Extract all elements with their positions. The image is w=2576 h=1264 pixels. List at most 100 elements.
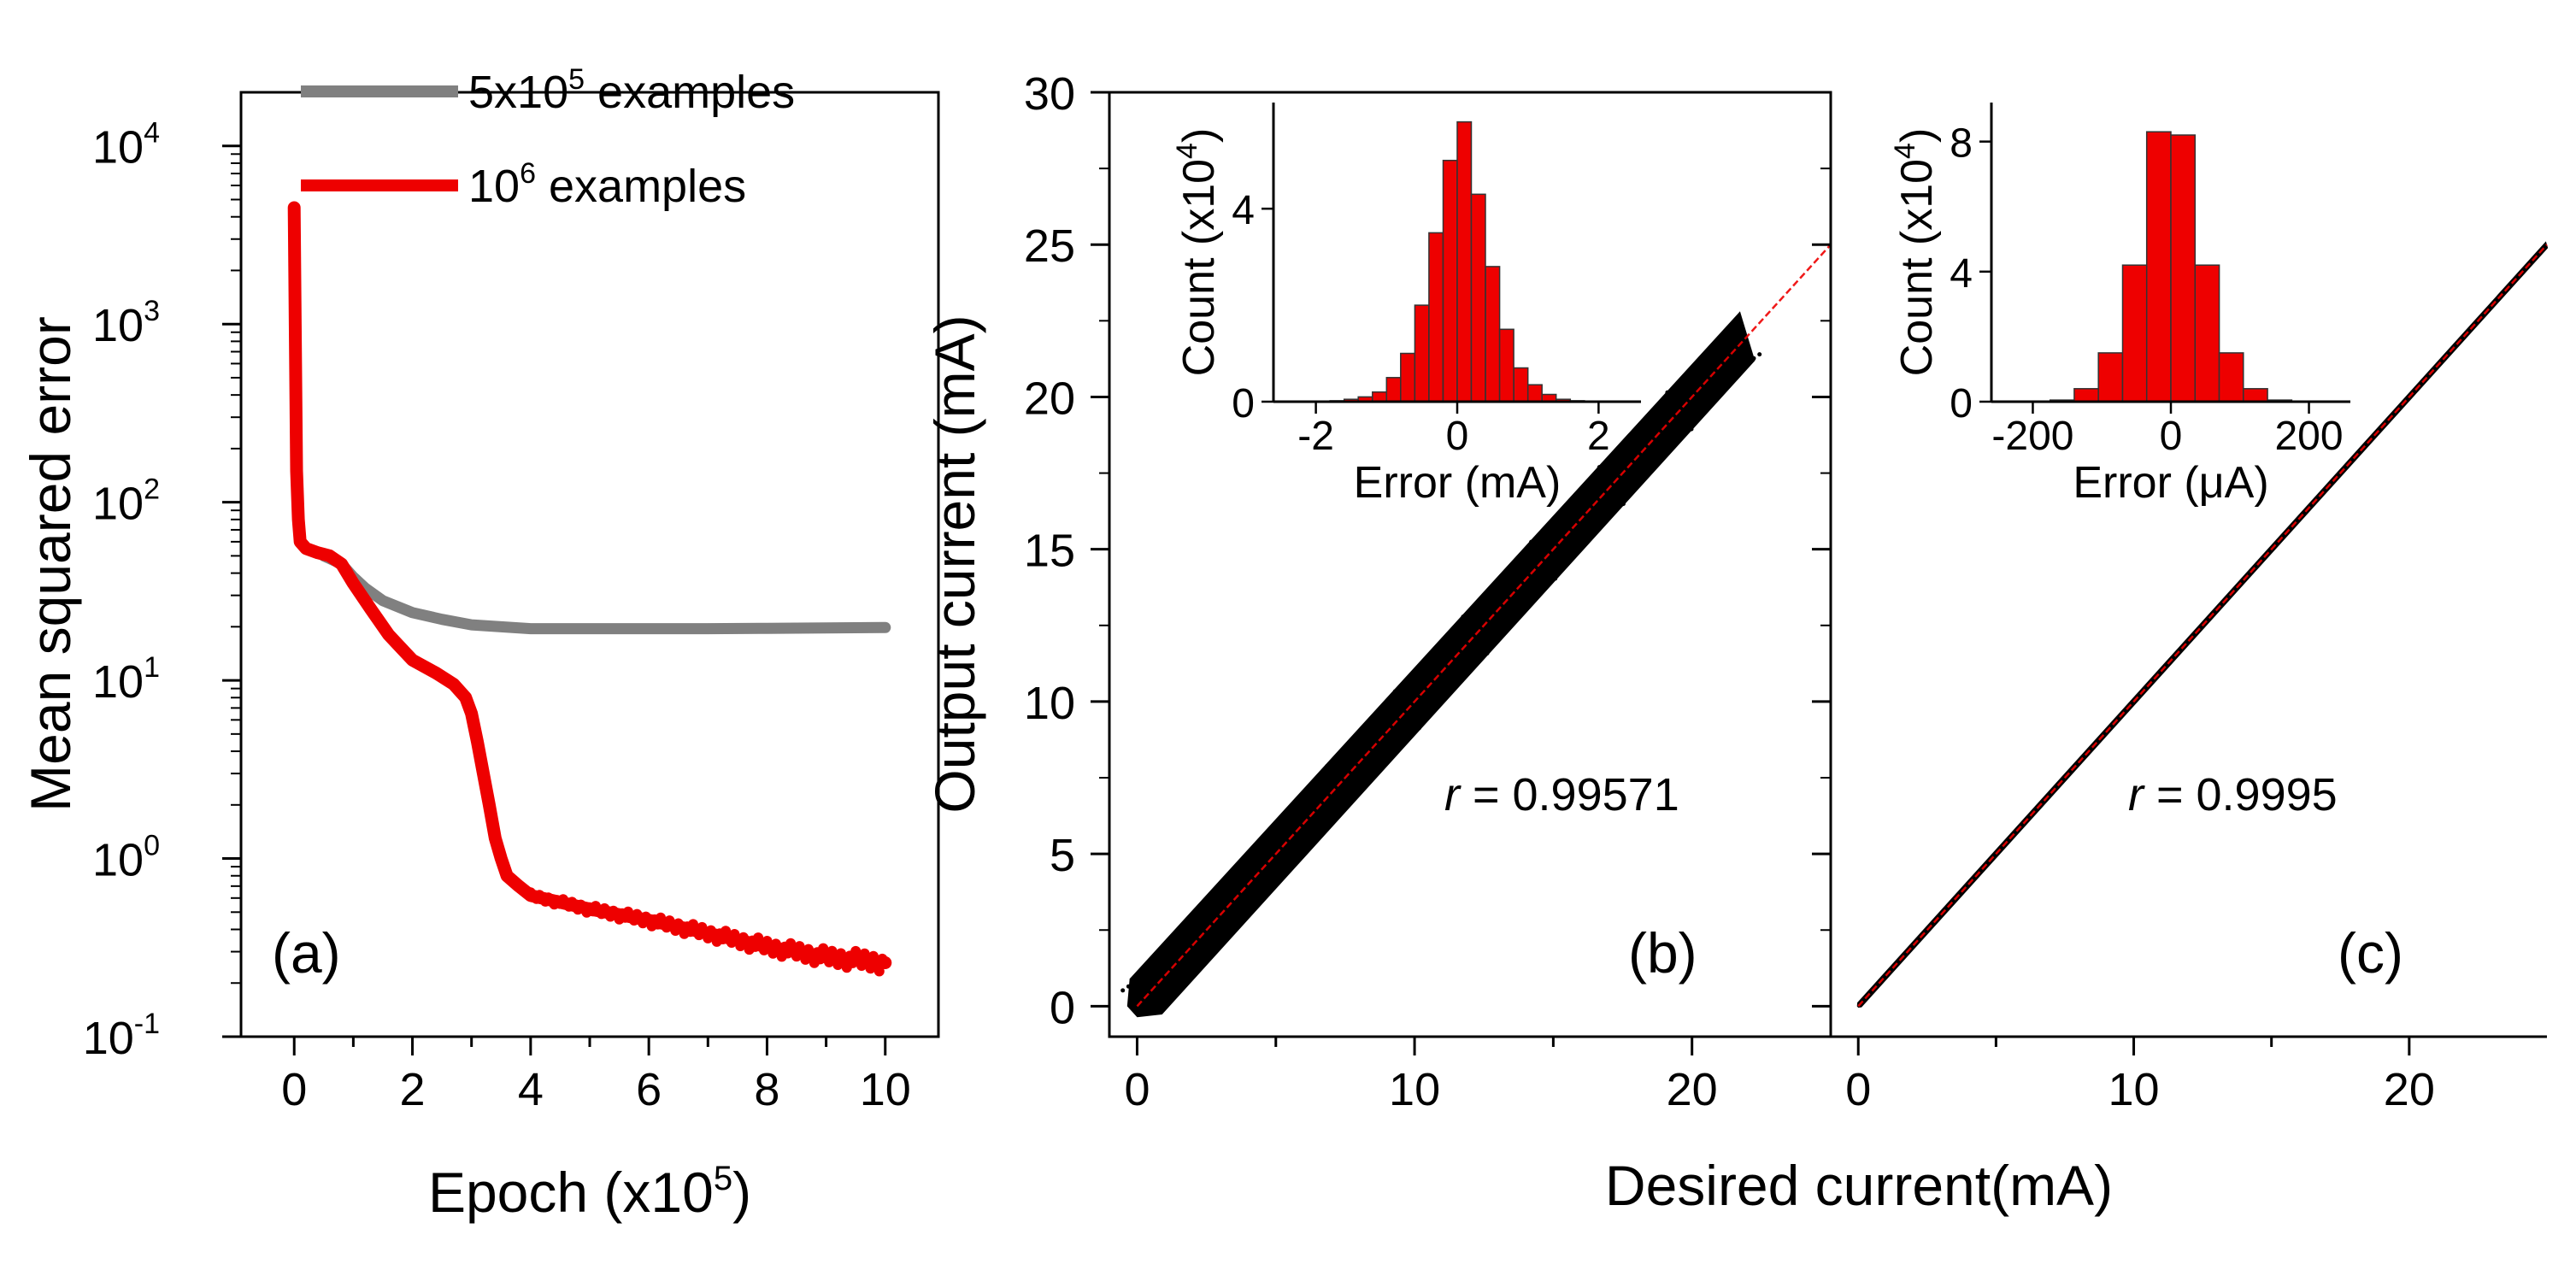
b-scatter-point — [1728, 345, 1732, 350]
b-scatter-point — [1285, 844, 1291, 850]
b-scatter-point — [1256, 838, 1262, 844]
b-scatter-point — [1553, 576, 1558, 581]
b-scatter-point — [1467, 663, 1473, 668]
panel-c-label: (c) — [2338, 921, 2403, 985]
b-scatter-point — [1280, 875, 1285, 880]
b-scatter-point — [1598, 517, 1603, 522]
b-inset-bar — [1385, 377, 1402, 403]
b-scatter-point — [1563, 542, 1568, 547]
panel-c-x-ticks: 0 10 20 — [1845, 1037, 2435, 1115]
b-scatter-point — [1524, 597, 1529, 602]
panel-b-y-axis-title: Output current (mA) — [923, 315, 986, 813]
c-inset-bar — [2218, 352, 2244, 403]
b-scatter-point — [1263, 887, 1268, 892]
b-scatter-point — [1575, 533, 1580, 538]
b-scatter-point — [1291, 841, 1297, 846]
b-scatter-point — [1405, 733, 1410, 738]
b-scatter-point — [1547, 580, 1552, 585]
panel-b-fit-line — [1136, 244, 1832, 1008]
b-inset-x-axis-title: Error (mA) — [1354, 458, 1561, 508]
b-scatter-point — [1518, 573, 1523, 579]
b-scatter-point — [1330, 760, 1335, 765]
legend-label-5e5: 5x105 examples — [468, 63, 795, 118]
b-scatter-point — [1631, 440, 1636, 445]
b-scatter-point — [1218, 920, 1222, 925]
b-scatter-point — [1161, 986, 1166, 991]
panel-a-x-axis-title: Epoch (x105) — [428, 1160, 751, 1224]
b-scatter-point — [1360, 766, 1364, 771]
b-scatter-point — [1201, 958, 1206, 963]
panel-a-y-tick-exponent: 1 — [144, 651, 160, 684]
b-scatter-point — [1251, 869, 1256, 874]
b-scatter-point — [1693, 370, 1698, 375]
b-scatter-point — [1347, 748, 1352, 753]
b-scatter-point — [1325, 790, 1330, 795]
b-inset-x-tick-label: -2 — [1297, 414, 1334, 459]
b-inset-y-tick-label: 0 — [1232, 381, 1255, 426]
b-scatter-point — [1592, 521, 1597, 526]
b-scatter-point — [1392, 689, 1397, 694]
c-inset-y-tick-label: 8 — [1950, 121, 1973, 167]
b-scatter-point — [1228, 885, 1233, 890]
b-scatter-point — [1382, 723, 1387, 728]
b-scatter-point — [1649, 428, 1653, 433]
b-scatter-point — [1297, 810, 1302, 815]
b-scatter-point — [1689, 426, 1694, 432]
b-scatter-point — [1609, 509, 1614, 514]
b-scatter-point — [1626, 444, 1631, 450]
b-scatter-point — [1343, 804, 1348, 809]
b-scatter-point — [1387, 720, 1392, 725]
legend-label-1e6: 106 examples — [468, 157, 746, 212]
b-scatter-point — [1273, 826, 1279, 832]
b-scatter-point — [1574, 507, 1579, 512]
c-inset-x-tick-label: 200 — [2274, 414, 2343, 459]
b-scatter-point — [1649, 455, 1654, 460]
b-scatter-point — [1217, 893, 1222, 898]
b-scatter-point — [1421, 669, 1426, 673]
b-scatter-point — [1240, 877, 1245, 882]
panel-a-noise-point — [873, 966, 885, 977]
b-scatter-point — [1734, 368, 1739, 373]
b-scatter-point — [1502, 613, 1506, 617]
b-scatter-point — [1643, 432, 1648, 438]
c-inset-x-tick-label: -200 — [1991, 414, 2073, 459]
b-scatter-point — [1722, 350, 1727, 355]
panel-b-x-ticks: 0 10 20 — [1124, 1037, 1718, 1115]
b-scatter-point — [1665, 390, 1670, 395]
b-scatter-point — [1190, 966, 1195, 971]
panel-a-y-tick-exponent: -1 — [134, 1008, 160, 1040]
b-y-tick-label: 10 — [1024, 678, 1075, 729]
panel-a-x-ticks: 0 2 4 6 8 10 — [281, 1037, 911, 1115]
c-x-tick-label: 0 — [1845, 1064, 1871, 1115]
b-scatter-point — [1353, 744, 1358, 749]
b-inset-bar — [1400, 352, 1416, 403]
panel-c-fit-line — [1857, 244, 2548, 1008]
b-scatter-point — [1530, 592, 1535, 597]
b-scatter-point — [1178, 974, 1183, 979]
b-scatter-point — [1551, 523, 1556, 528]
b-scatter-point — [1757, 352, 1762, 357]
panel-a-y-tick-exponent: 3 — [144, 295, 160, 327]
b-scatter-point — [1461, 667, 1467, 672]
b-scatter-point — [1348, 774, 1353, 779]
b-scatter-point — [1456, 644, 1461, 650]
b-scatter-point — [1456, 671, 1461, 676]
b-inset-bar — [1485, 266, 1501, 403]
b-scatter-point — [1739, 338, 1744, 343]
b-scatter-cloud — [1126, 311, 1756, 1018]
b-scatter-point — [1586, 526, 1591, 531]
b-scatter-point — [1614, 453, 1619, 457]
b-scatter-point — [1332, 813, 1337, 818]
b-scatter-point — [1717, 380, 1722, 385]
b-scatter-point — [1309, 828, 1314, 833]
b-x-tick-label: 20 — [1667, 1064, 1718, 1115]
b-scatter-point — [1513, 604, 1518, 609]
panel-a-y-tick-exponent: 0 — [144, 830, 160, 862]
b-scatter-point — [1279, 822, 1285, 827]
b-scatter-point — [1246, 899, 1251, 904]
b-inset-bar — [1470, 193, 1486, 403]
panel-c-inset: -200 0 200 0 4 8 Error (μA) Count (x104) — [1889, 103, 2350, 508]
b-scatter-point — [1382, 750, 1387, 755]
b-scatter-point — [1336, 755, 1341, 761]
